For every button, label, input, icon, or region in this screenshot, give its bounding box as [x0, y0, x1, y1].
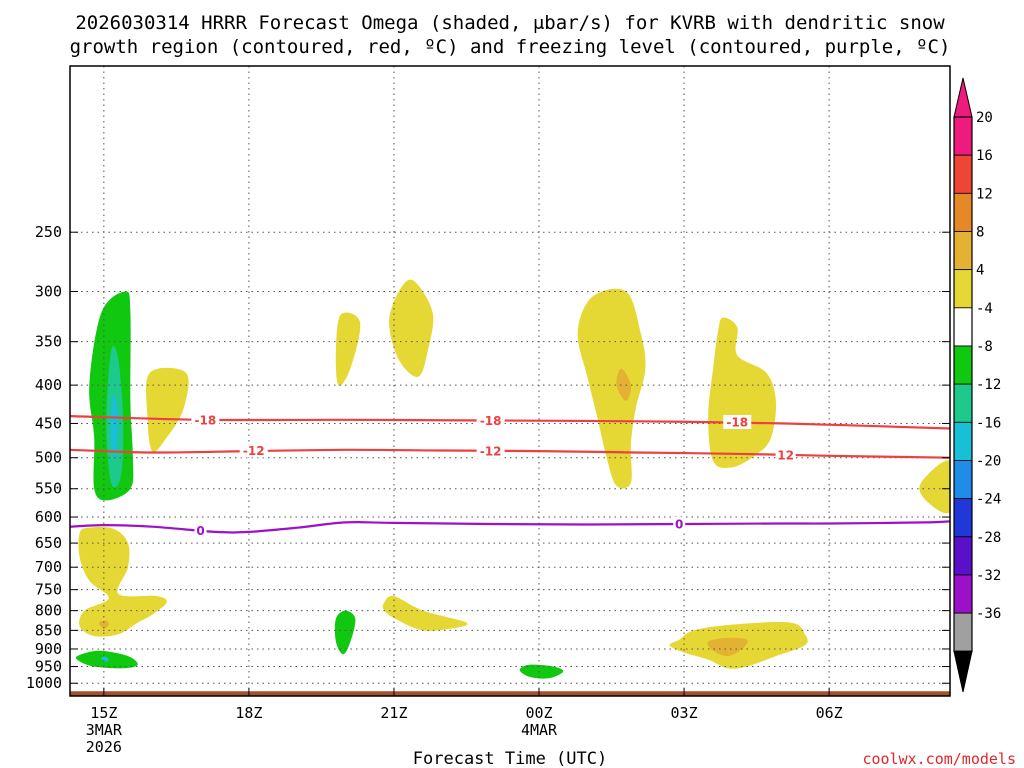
colorbar-label-6: -8: [976, 339, 993, 355]
colorbar-label-4: 4: [976, 263, 984, 279]
contour-label-bg-2: [194, 523, 207, 538]
y-tick-label-1000: 1000: [26, 674, 62, 692]
contour-label-bg-3: [476, 413, 505, 428]
contour-label-bg-6: [723, 414, 752, 429]
contour-label-2: 0: [196, 524, 204, 538]
y-tick-label-700: 700: [35, 558, 62, 576]
colorbar-band-9: [953, 460, 973, 500]
omega-region-13: [101, 656, 109, 662]
x-tick-label-9-0: 00Z: [525, 704, 552, 722]
x-tick-label-15-0: 06Z: [816, 704, 843, 722]
omega-region-9: [919, 460, 950, 514]
y-tick-label-800: 800: [35, 602, 62, 620]
y-tick-label-550: 550: [35, 480, 62, 498]
ground-surface: [70, 691, 950, 696]
contour-label-6: -18: [726, 415, 748, 429]
colorbar-band-11: [953, 536, 973, 576]
colorbar-label-9: -20: [976, 453, 1001, 469]
omega-region-5: [389, 279, 434, 378]
contour-label-bg-0: [191, 412, 220, 427]
contour-label-0: -18: [195, 413, 217, 427]
colorbar-band-7: [953, 383, 973, 423]
plot-frame: [69, 65, 951, 697]
chart-title-line-2: growth region (contoured, red, ºC) and f…: [70, 36, 951, 58]
omega-region-2: [110, 393, 119, 459]
x-tick-label-0-2: 2026: [86, 738, 122, 756]
y-tick-label-850: 850: [35, 621, 62, 639]
omega-region-4: [335, 312, 361, 386]
colorbar-band-5: [953, 307, 973, 347]
contour-line-1: [70, 448, 950, 459]
y-tick-label-350: 350: [35, 333, 62, 351]
colorbar-band-6: [953, 345, 973, 385]
omega-region-7: [616, 368, 632, 401]
colorbar-label-0: 20: [976, 110, 993, 126]
colorbar-label-11: -28: [976, 530, 1001, 546]
colorbar-frame: [953, 116, 973, 652]
y-tick-label-300: 300: [35, 283, 62, 301]
omega-region-14: [334, 610, 356, 655]
omega-region-17: [707, 637, 748, 657]
y-tick-label-950: 950: [35, 658, 62, 676]
x-tick-label-9-1: 4MAR: [521, 721, 558, 739]
colorbar-band-4: [953, 269, 973, 309]
x-tick-label-0-1: 3MAR: [86, 721, 123, 739]
colorbar-band-13: [953, 612, 973, 652]
contour-label-1: -12: [243, 444, 265, 458]
x-tick-label-12-0: 03Z: [671, 704, 698, 722]
x-tick-label-6-0: 21Z: [380, 704, 407, 722]
y-tick-label-900: 900: [35, 640, 62, 658]
colorbar-band-2: [953, 192, 973, 232]
omega-region-11: [98, 620, 109, 629]
x-tick-label-3-0: 18Z: [235, 704, 262, 722]
omega-region-10: [78, 527, 167, 637]
y-tick-label-400: 400: [35, 376, 62, 394]
contour-label-4: -12: [480, 445, 502, 459]
contour-label-bg-7: [775, 448, 796, 463]
omega-region-3: [145, 367, 189, 452]
colorbar-label-3: 8: [976, 224, 984, 240]
y-tick-label-450: 450: [35, 414, 62, 432]
colorbar-band-3: [953, 231, 973, 271]
colorbar-label-1: 16: [976, 148, 993, 164]
y-tick-label-650: 650: [35, 534, 62, 552]
y-tick-label-500: 500: [35, 449, 62, 467]
colorbar-band-12: [953, 574, 973, 614]
x-axis-label: Forecast Time (UTC): [413, 749, 607, 768]
colorbar-under-triangle: [953, 650, 973, 693]
contour-label-3: -18: [480, 414, 502, 428]
omega-region-18: [519, 664, 564, 679]
colorbar-band-1: [953, 154, 973, 194]
contour-line-2: [70, 520, 950, 534]
colorbar-label-8: -16: [976, 415, 1001, 431]
omega-region-8: [708, 317, 777, 469]
chart-title-line-1: 2026030314 HRRR Forecast Omega (shaded, …: [75, 12, 945, 34]
colorbar-band-8: [953, 421, 973, 461]
colorbar: 20 16 12 8 4 -4 -8 -12 -16 -20 -24 -28 -32 -36: [953, 77, 1001, 693]
y-tick-label-600: 600: [35, 508, 62, 526]
omega-region-15: [382, 595, 468, 631]
contour-label-bg-5: [673, 517, 686, 532]
contour-label-5: 0: [675, 518, 683, 532]
colorbar-label-13: -36: [976, 606, 1001, 622]
x-tick-label-0-0: 15Z: [90, 704, 117, 722]
colorbar-label-5: -4: [976, 301, 993, 317]
colorbar-over-triangle: [953, 77, 973, 118]
colorbar-label-7: -12: [976, 377, 1001, 393]
colorbar-label-2: 12: [976, 186, 993, 202]
colorbar-band-0: [953, 116, 973, 156]
contour-label-bg-4: [476, 444, 505, 459]
colorbar-band-10: [953, 498, 973, 538]
y-tick-label-750: 750: [35, 581, 62, 599]
omega-region-6: [577, 288, 646, 489]
y-tick-label-250: 250: [35, 223, 62, 241]
contour-label-bg-1: [239, 443, 268, 458]
credit-text: coolwx.com/models: [862, 750, 1016, 768]
colorbar-label-12: -32: [976, 568, 1001, 584]
colorbar-label-10: -24: [976, 492, 1001, 508]
contour-label-7: 12: [777, 449, 794, 463]
